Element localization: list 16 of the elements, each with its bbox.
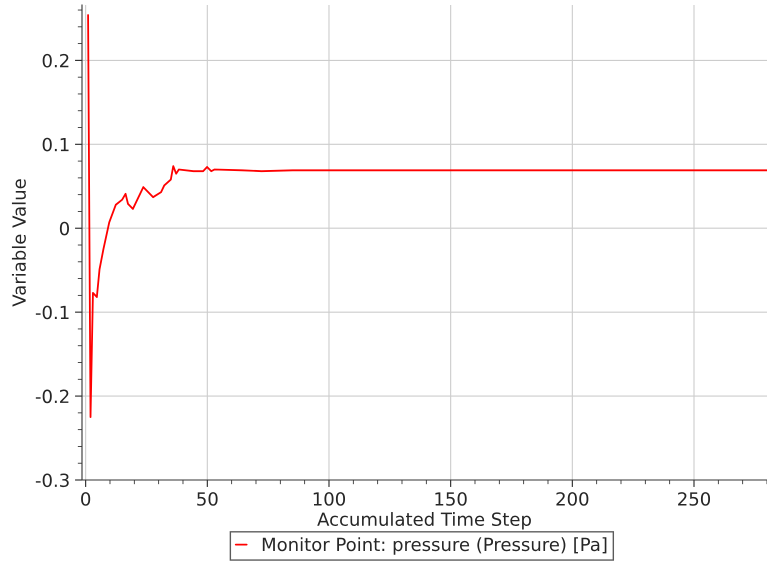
- legend-label: Monitor Point: pressure (Pressure) [Pa]: [262, 537, 606, 555]
- x-axis-title: Accumulated Time Step: [317, 512, 531, 530]
- y-tick-label: 0.1: [42, 138, 69, 152]
- y-tick-label: -0.1: [36, 306, 69, 320]
- y-axis-title: Variable Value: [12, 179, 26, 307]
- x-tick-label: 50: [197, 492, 218, 506]
- x-tick-label: 0: [81, 492, 90, 506]
- x-tick-label: 200: [556, 492, 588, 506]
- line-series: [87, 14, 767, 418]
- x-tick-label: 150: [435, 492, 467, 506]
- y-tick-label: 0.2: [42, 54, 68, 68]
- y-tick-label: 0: [60, 222, 69, 236]
- y-tick-label: -0.3: [36, 473, 69, 488]
- x-tick-label: 250: [678, 492, 710, 506]
- y-tick-label: -0.2: [36, 390, 68, 404]
- x-tick-label: 100: [314, 492, 346, 506]
